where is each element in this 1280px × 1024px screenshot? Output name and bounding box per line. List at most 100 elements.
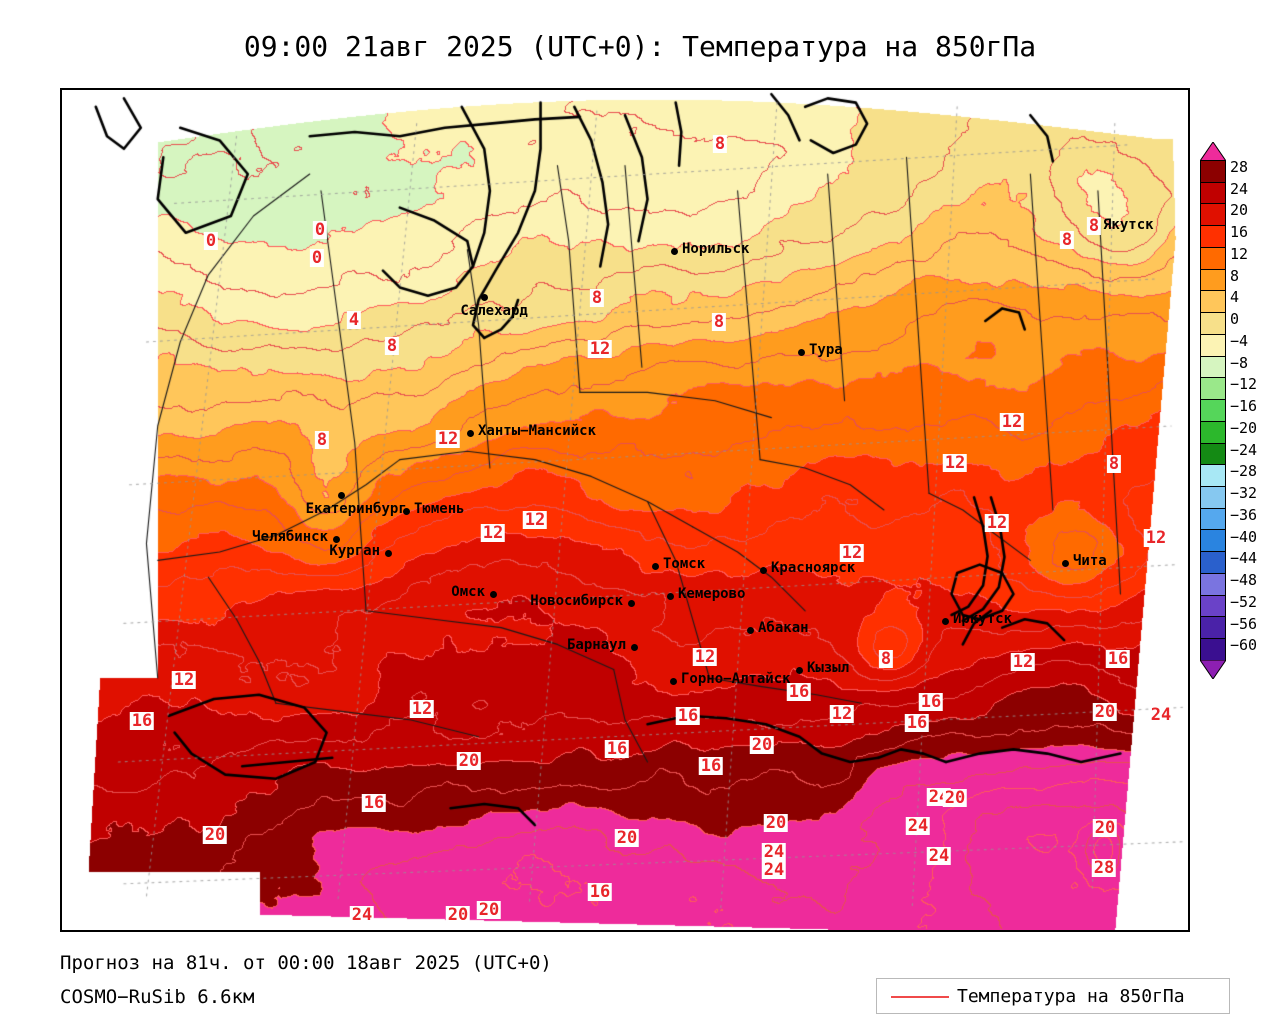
colorbar-tick-label: −20 bbox=[1230, 418, 1258, 437]
contour-value-label: 12 bbox=[1143, 528, 1169, 548]
colorbar-cell bbox=[1201, 639, 1225, 661]
contour-value-label: 8 bbox=[384, 336, 400, 356]
contour-value-label: 20 bbox=[445, 905, 471, 925]
contour-value-label: 12 bbox=[409, 699, 435, 719]
colorbar-tick-label: 8 bbox=[1230, 266, 1240, 285]
city-label: Новосибирск bbox=[530, 593, 623, 609]
colorbar-cell bbox=[1201, 400, 1225, 422]
colorbar-cell bbox=[1201, 269, 1225, 292]
city-label: Норильск bbox=[682, 241, 750, 257]
city-dot-icon bbox=[670, 678, 677, 685]
map-frame[interactable]: Норильск Салехард Тура Якутск Ханты−Мансийск… bbox=[60, 88, 1190, 932]
city-dot-icon bbox=[403, 508, 410, 515]
contour-value-label: 16 bbox=[904, 713, 930, 733]
city-label: Томск bbox=[663, 556, 706, 572]
contour-value-label: 16 bbox=[604, 739, 630, 759]
contour-value-label: 16 bbox=[918, 692, 944, 712]
contour-value-label: 24 bbox=[761, 842, 787, 862]
city-label: Абакан bbox=[758, 620, 809, 636]
legend-box: Температура на 850гПа bbox=[876, 978, 1230, 1014]
colorbar-tick-labels: 28 24 20 16 12 8 4 0 −4 −8 −12 −16 −20 −24 −28 −32 −36 −4… bbox=[1230, 150, 1278, 670]
city-label: Тура bbox=[809, 342, 843, 358]
colorbar-tick-label: 12 bbox=[1230, 244, 1249, 263]
colorbar-scale bbox=[1200, 160, 1226, 661]
contour-value-label: 4 bbox=[346, 310, 362, 330]
city-label: Екатеринбург bbox=[305, 501, 407, 517]
contour-value-label: 8 bbox=[1106, 454, 1122, 474]
contour-value-label: 16 bbox=[587, 882, 613, 902]
city-label: Курган bbox=[329, 543, 380, 559]
colorbar-cell bbox=[1201, 465, 1225, 488]
colorbar-tick-label: 28 bbox=[1230, 158, 1249, 176]
colorbar-cell bbox=[1201, 226, 1225, 248]
contour-value-label: 8 bbox=[589, 288, 605, 308]
city-label: Барнаул bbox=[566, 637, 626, 653]
contour-value-label: 16 bbox=[1105, 649, 1131, 669]
city-dot-icon bbox=[481, 294, 488, 301]
contour-value-label: 16 bbox=[698, 756, 724, 776]
colorbar-tick-label: −44 bbox=[1230, 549, 1258, 568]
colorbar-cell bbox=[1201, 421, 1225, 444]
city-dot-icon bbox=[385, 550, 392, 557]
colorbar-cell bbox=[1201, 573, 1225, 596]
colorbar-cell bbox=[1201, 247, 1225, 270]
colorbar-tick-label: −16 bbox=[1230, 397, 1258, 416]
contour-value-label: 8 bbox=[314, 430, 330, 450]
contour-value-label: 20 bbox=[456, 751, 482, 771]
colorbar-cell bbox=[1201, 334, 1225, 357]
city-dot-icon bbox=[796, 667, 803, 674]
contour-value-label: 20 bbox=[1186, 817, 1188, 835]
contour-value-label: 20 bbox=[763, 813, 789, 833]
colorbar-cell bbox=[1201, 617, 1225, 640]
city-dot-icon bbox=[338, 492, 345, 499]
contour-value-label: 24 bbox=[905, 816, 931, 836]
colorbar-cell bbox=[1201, 508, 1225, 531]
city-dot-icon bbox=[747, 627, 754, 634]
contour-value-label: 12 bbox=[999, 412, 1025, 432]
contour-value-label: 20 bbox=[1092, 818, 1118, 838]
contour-value-label: 0 bbox=[309, 248, 325, 268]
colorbar-cell bbox=[1201, 204, 1225, 227]
page-title: 09:00 21авг 2025 (UTC+0): Температура на… bbox=[243, 30, 1037, 63]
contour-value-label: 16 bbox=[675, 706, 701, 726]
city-label: Якутск bbox=[1103, 217, 1154, 233]
colorbar-cell bbox=[1201, 356, 1225, 379]
contour-value-label: 12 bbox=[171, 670, 197, 690]
colorbar-tick-label: −28 bbox=[1230, 462, 1258, 481]
colorbar-tick-label: −24 bbox=[1230, 440, 1258, 459]
colorbar-tick-label: −12 bbox=[1230, 375, 1258, 394]
model-info-line: COSMO−RuSib 6.6км bbox=[60, 986, 255, 1008]
contour-value-label: 20 bbox=[942, 788, 968, 808]
city-dot-icon bbox=[942, 618, 949, 625]
city-dot-icon bbox=[631, 644, 638, 651]
contour-value-label: 24 bbox=[761, 860, 787, 880]
colorbar-cell bbox=[1201, 291, 1225, 314]
colorbar-tick-label: 0 bbox=[1230, 310, 1240, 329]
contour-value-label: 24 bbox=[926, 846, 952, 866]
contour-value-label: 0 bbox=[203, 231, 219, 251]
colorbar-under-arrow bbox=[1200, 660, 1226, 679]
legend-label: Температура на 850гПа bbox=[957, 986, 1185, 1007]
contour-value-label: 8 bbox=[1086, 216, 1102, 236]
contour-value-label: 28 bbox=[1091, 858, 1117, 878]
forecast-info-line: Прогноз на 81ч. от 00:00 18авг 2025 (UTC… bbox=[60, 952, 552, 974]
city-dot-icon bbox=[333, 536, 340, 543]
contour-value-label: 12 bbox=[480, 523, 506, 543]
contour-value-label: 12 bbox=[435, 429, 461, 449]
colorbar-cell bbox=[1201, 313, 1225, 335]
contour-value-label: 12 bbox=[692, 647, 718, 667]
city-label: Кемерово bbox=[678, 586, 746, 602]
colorbar-tick-label: −8 bbox=[1230, 353, 1249, 372]
city-label: Омск bbox=[451, 584, 485, 600]
contour-value-label: 16 bbox=[129, 711, 155, 731]
city-label: Горно−Алтайск bbox=[681, 671, 791, 687]
colorbar-cell bbox=[1201, 182, 1225, 205]
city-label: Иркутск bbox=[953, 611, 1013, 627]
colorbar-tick-label: −4 bbox=[1230, 331, 1249, 350]
city-dot-icon bbox=[628, 600, 635, 607]
temperature-map-canvas[interactable] bbox=[62, 90, 1188, 930]
colorbar-tick-label: 24 bbox=[1230, 179, 1249, 198]
colorbar-tick-label: −52 bbox=[1230, 592, 1258, 611]
contour-value-label: 12 bbox=[522, 510, 548, 530]
